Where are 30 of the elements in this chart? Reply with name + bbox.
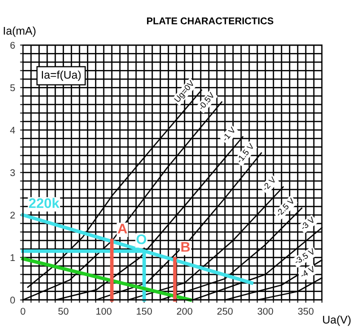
y-tick-label: 4: [10, 126, 16, 134]
y-tick-label: 0: [10, 296, 15, 304]
y-tick-label: 3: [10, 169, 15, 176]
y-tick-label: 1: [10, 254, 15, 261]
text: -1 V: [222, 126, 236, 142]
annotation: Ia=f(Ua): [42, 70, 81, 81]
text: -2.5 V: [275, 197, 295, 217]
chart-title: PLATE CHARACTERICTICS: [147, 17, 274, 24]
series-label: O: [136, 234, 146, 244]
x-tick-label: 350: [298, 308, 314, 315]
series-label: 220k: [28, 198, 60, 208]
x-tick-label: 300: [258, 308, 274, 315]
x-axis-title: Ua(V): [323, 315, 351, 326]
y-tick-label: 6: [10, 42, 15, 49]
text: -4 V: [300, 266, 316, 278]
x-tick-label: 0: [20, 308, 26, 315]
text: -3 V: [300, 216, 316, 230]
y-axis-title: Ia(mA): [4, 26, 36, 37]
text: -1.5 V: [236, 142, 254, 164]
x-tick-label: 100: [96, 308, 112, 315]
text: -3.5 V: [294, 248, 316, 265]
x-tick-label: 250: [217, 308, 233, 315]
x-tick-label: 50: [58, 308, 68, 315]
x-tick-label: 150: [136, 308, 152, 315]
y-tick-label: 5: [10, 84, 15, 92]
text: -2 V: [262, 176, 276, 192]
series-label: B: [181, 242, 190, 252]
x-tick-label: 200: [176, 308, 192, 315]
series-label: A: [118, 224, 128, 234]
y-tick-label: 2: [10, 212, 15, 219]
